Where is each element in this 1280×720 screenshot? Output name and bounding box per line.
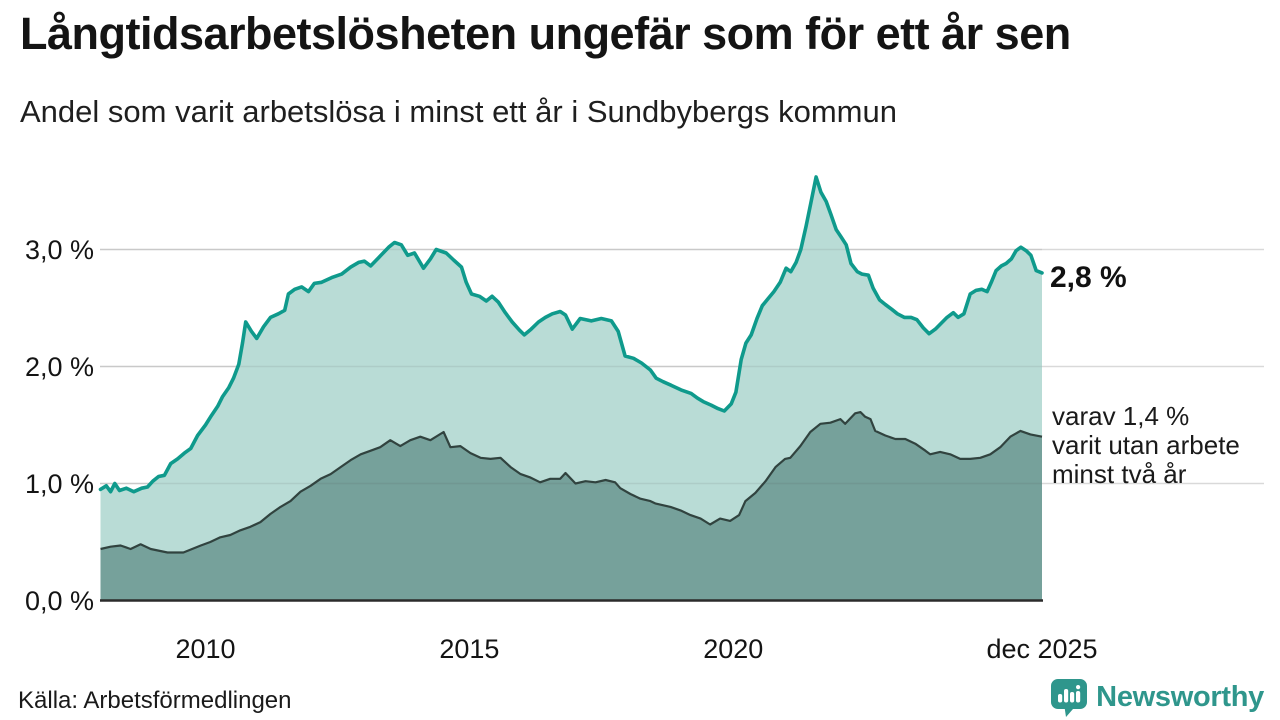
y-tick-label: 0,0 % <box>24 585 94 616</box>
inner-annotation-line: varit utan arbete <box>1052 430 1240 460</box>
x-tick-label: dec 2025 <box>986 634 1098 664</box>
line-unemployed-1yr <box>98 175 1044 494</box>
inner-series-annotation: varav 1,4 % varit utan arbete minst två år <box>1052 402 1240 489</box>
series-end-value-label: 2,8 % <box>1050 261 1127 294</box>
inner-annotation-line: varav 1,4 % <box>1052 401 1190 431</box>
page-subtitle: Andel som varit arbetslösa i minst ett å… <box>20 94 897 129</box>
area-unemployed-2yr <box>100 412 1042 601</box>
page-title: Långtidsarbetslösheten ungefär som för e… <box>20 8 1071 59</box>
newsworthy-speech-bubble-bar-chart-icon <box>1051 679 1088 717</box>
inner-annotation-line: minst två år <box>1052 459 1187 489</box>
line-unemployed-2yr <box>100 411 1043 554</box>
y-tick-label: 1,0 % <box>24 468 94 499</box>
y-tick-label: 2,0 % <box>24 351 94 382</box>
x-tick-label: 2020 <box>703 634 764 664</box>
brand-logo[interactable]: Newsworthy <box>1049 677 1264 717</box>
brand-wordmark: Newsworthy <box>1096 680 1264 713</box>
x-tick-label: 2010 <box>175 634 236 664</box>
x-tick-label: 2015 <box>439 634 500 664</box>
source-credit: Källa: Arbetsförmedlingen <box>18 687 292 714</box>
y-tick-label: 3,0 % <box>24 234 94 265</box>
